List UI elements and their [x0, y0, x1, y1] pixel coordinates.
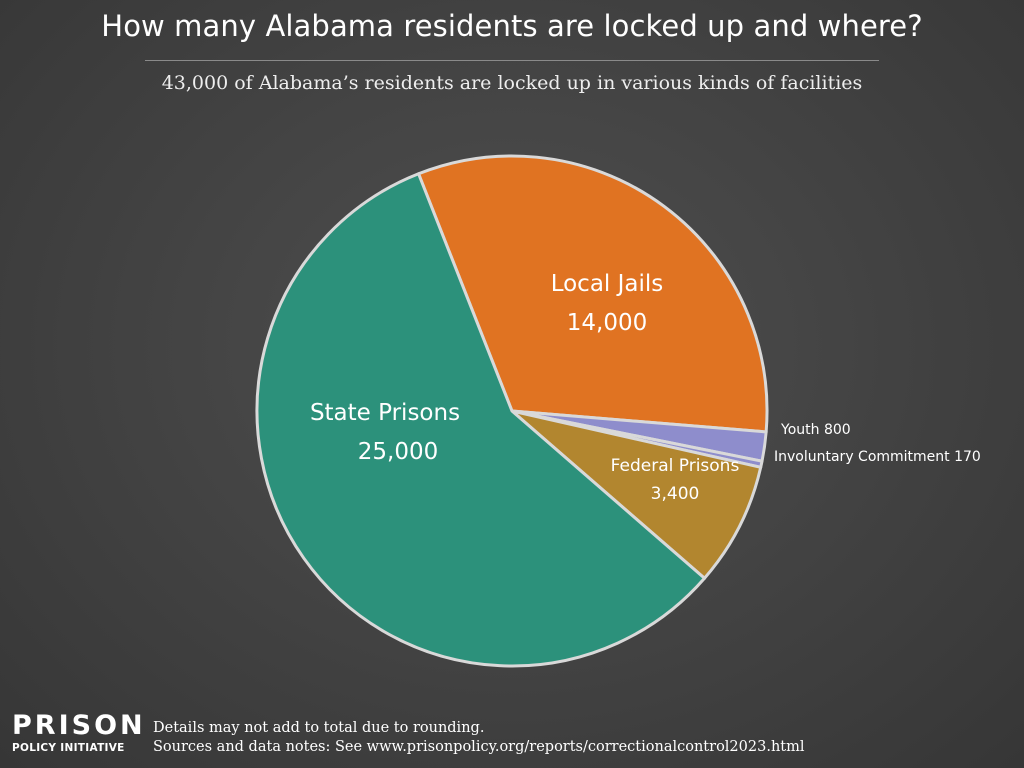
chart-title: How many Alabama residents are locked up… [101, 9, 923, 43]
youth-value: 800 [824, 422, 851, 438]
pie-labels: Local Jails 14,000 State Prisons 25,000 … [310, 271, 981, 504]
slice-value-local-jails: 14,000 [567, 310, 647, 336]
slice-label-involuntary-commitment: Involuntary Commitment 170 [774, 449, 981, 465]
title-divider [145, 60, 879, 61]
chart-subtitle: 43,000 of Alabama’s residents are locked… [161, 72, 863, 94]
prison-policy-initiative-logo: PRISON POLICY INITIATIVE [12, 710, 146, 756]
youth-label: Youth [780, 422, 820, 438]
pie-slices [255, 154, 769, 668]
slice-label-state-prisons: State Prisons [310, 400, 460, 426]
pie-slice-local-jails [417, 154, 769, 434]
slice-label-youth: Youth 800 [780, 422, 851, 438]
sources-note: Sources and data notes: See www.prisonpo… [153, 739, 805, 755]
footer-notes: Details may not add to total due to roun… [153, 719, 805, 757]
pie-slice-federal-prisons [510, 409, 763, 580]
involuntary-commitment-label: Involuntary Commitment [774, 449, 950, 465]
logo-wordmark-bottom: POLICY INITIATIVE [12, 742, 125, 754]
slice-value-state-prisons: 25,000 [358, 439, 438, 465]
logo-wordmark-top: PRISON [12, 710, 146, 741]
rounding-note: Details may not add to total due to roun… [153, 720, 485, 736]
involuntary-commitment-value: 170 [954, 449, 981, 465]
slice-label-local-jails: Local Jails [551, 271, 664, 297]
slice-label-federal-prisons: Federal Prisons [611, 456, 740, 476]
pie-slice-state-prisons [255, 172, 706, 668]
slice-value-federal-prisons: 3,400 [651, 484, 700, 504]
